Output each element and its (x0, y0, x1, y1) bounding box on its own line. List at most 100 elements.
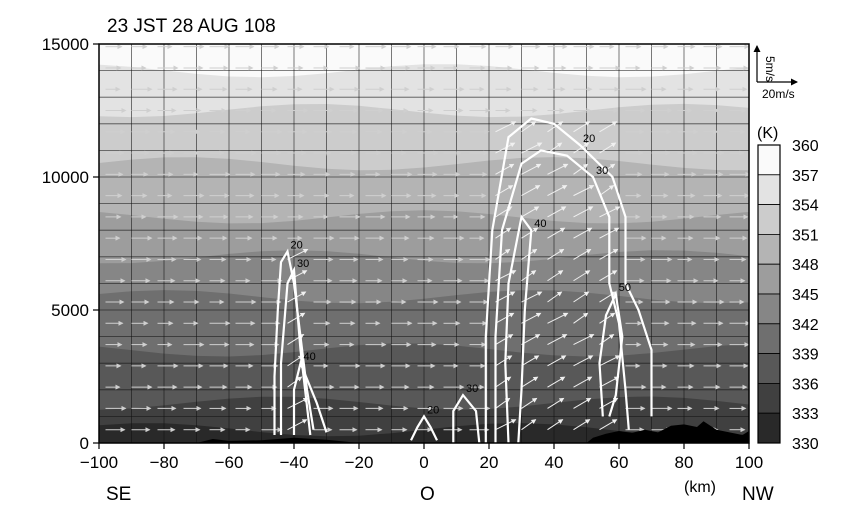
wind-vector (495, 355, 513, 367)
x-tick-label: −40 (280, 453, 309, 472)
wind-vector (573, 121, 591, 133)
wind-vector (547, 185, 568, 197)
wind-vector (547, 376, 566, 388)
wind-vector (599, 185, 615, 197)
wind-vector (599, 121, 618, 133)
colorbar-label: 360 (792, 138, 819, 155)
wind-vector (521, 185, 541, 197)
contour-label: 40 (304, 351, 316, 363)
wind-vector (521, 376, 539, 388)
wind-vector (521, 206, 540, 218)
contour-line-30 (279, 266, 312, 436)
wind-vector (573, 419, 591, 431)
x-tick-label: 60 (610, 453, 629, 472)
contour-label: 30 (596, 165, 608, 177)
colorbar-label: 345 (792, 287, 819, 304)
wind-vector (495, 142, 516, 154)
wind-vector (495, 248, 511, 260)
colorbar-label: 357 (792, 168, 819, 185)
wind-vector (547, 312, 569, 324)
vector-scale-legend: 5m/s 20m/s (753, 45, 798, 101)
y-tick-label: 10000 (42, 168, 89, 187)
contour-label: 20 (583, 133, 595, 145)
contour-label: 50 (619, 282, 631, 294)
wind-vector (573, 355, 594, 367)
wind-vector (521, 419, 537, 431)
wind-vector (573, 291, 590, 303)
colorbar-label: 339 (792, 347, 819, 364)
wind-vector (547, 419, 564, 431)
wind-vectors (105, 44, 749, 433)
contour-line-40 (504, 214, 533, 443)
wind-vector (547, 334, 568, 346)
wind-vector (573, 163, 589, 175)
colorbar-swatch (757, 204, 781, 235)
contour-line-20 (484, 117, 653, 443)
x-tick-label: 100 (735, 453, 763, 472)
wind-vector (547, 121, 564, 133)
colorbar-frame (757, 144, 781, 444)
wind-vector (495, 227, 512, 239)
x-tick-label: 80 (675, 453, 694, 472)
direction-label-nw: NW (742, 484, 774, 505)
wind-vector (495, 121, 517, 133)
y-tick-label: 5000 (51, 301, 89, 320)
wind-vector (521, 142, 543, 154)
wind-vector (287, 249, 309, 260)
x-tick-label: −100 (80, 453, 118, 472)
wind-vector (547, 163, 569, 175)
direction-label-se: SE (106, 484, 131, 505)
contour-label: 40 (534, 218, 546, 230)
wind-vector (573, 227, 593, 239)
x-tick-label: 0 (419, 453, 428, 472)
wind-vector (521, 355, 540, 367)
y-tick-label: 0 (80, 434, 89, 453)
wind-vector (599, 355, 621, 367)
wind-vector (287, 355, 304, 367)
contour-lines: 20 30 40 20 30 40 50 20 30 (273, 117, 653, 443)
vertical-scale-label: 5m/s (763, 56, 777, 82)
colorbar-label: 333 (792, 406, 819, 423)
wind-vector (573, 397, 592, 409)
x-tick-label: −20 (345, 453, 374, 472)
colorbar-label: 342 (792, 317, 819, 334)
wind-vector (287, 312, 306, 324)
wind-vector (573, 185, 595, 197)
colorbar-swatch (757, 263, 781, 295)
wind-vector (495, 376, 512, 388)
plot-area: 20 30 40 20 30 40 50 20 30 (99, 44, 749, 443)
horizontal-scale-label: 20m/s (762, 87, 795, 101)
contour-line-40 (292, 359, 328, 435)
wind-vector (547, 248, 565, 260)
wind-vector (287, 419, 308, 431)
contour-label: 20 (291, 239, 303, 251)
colorbar-label: 336 (792, 376, 819, 393)
colorbar-label: 354 (792, 198, 819, 215)
wind-vector (521, 227, 539, 239)
colorbar: 360 357 354 351 348 345 342 339 336 333 330 (757, 138, 819, 453)
wind-vector (547, 397, 565, 409)
colorbar-swatch (757, 412, 781, 444)
colorbar-swatch (757, 323, 781, 354)
wind-vector (599, 376, 620, 388)
wind-vector (495, 334, 514, 346)
wind-vector (573, 376, 593, 388)
wind-vector (495, 163, 515, 175)
wind-vector (547, 206, 567, 218)
wind-vector (521, 121, 537, 133)
wind-vector (573, 206, 594, 218)
wind-vector (521, 163, 542, 175)
wind-vector (599, 270, 618, 282)
colorbar-swatch (757, 353, 781, 384)
colorbar-label: 348 (792, 257, 819, 274)
y-tick-label: 15000 (42, 35, 89, 54)
x-tick-label: −60 (215, 453, 244, 472)
colorbar-swatch (757, 174, 781, 206)
wind-vector (599, 163, 616, 175)
contour-label: 30 (297, 258, 309, 270)
wind-vector (287, 376, 303, 388)
terrain-profile (99, 421, 749, 443)
wind-vector (599, 142, 617, 154)
wind-vector (573, 334, 595, 346)
